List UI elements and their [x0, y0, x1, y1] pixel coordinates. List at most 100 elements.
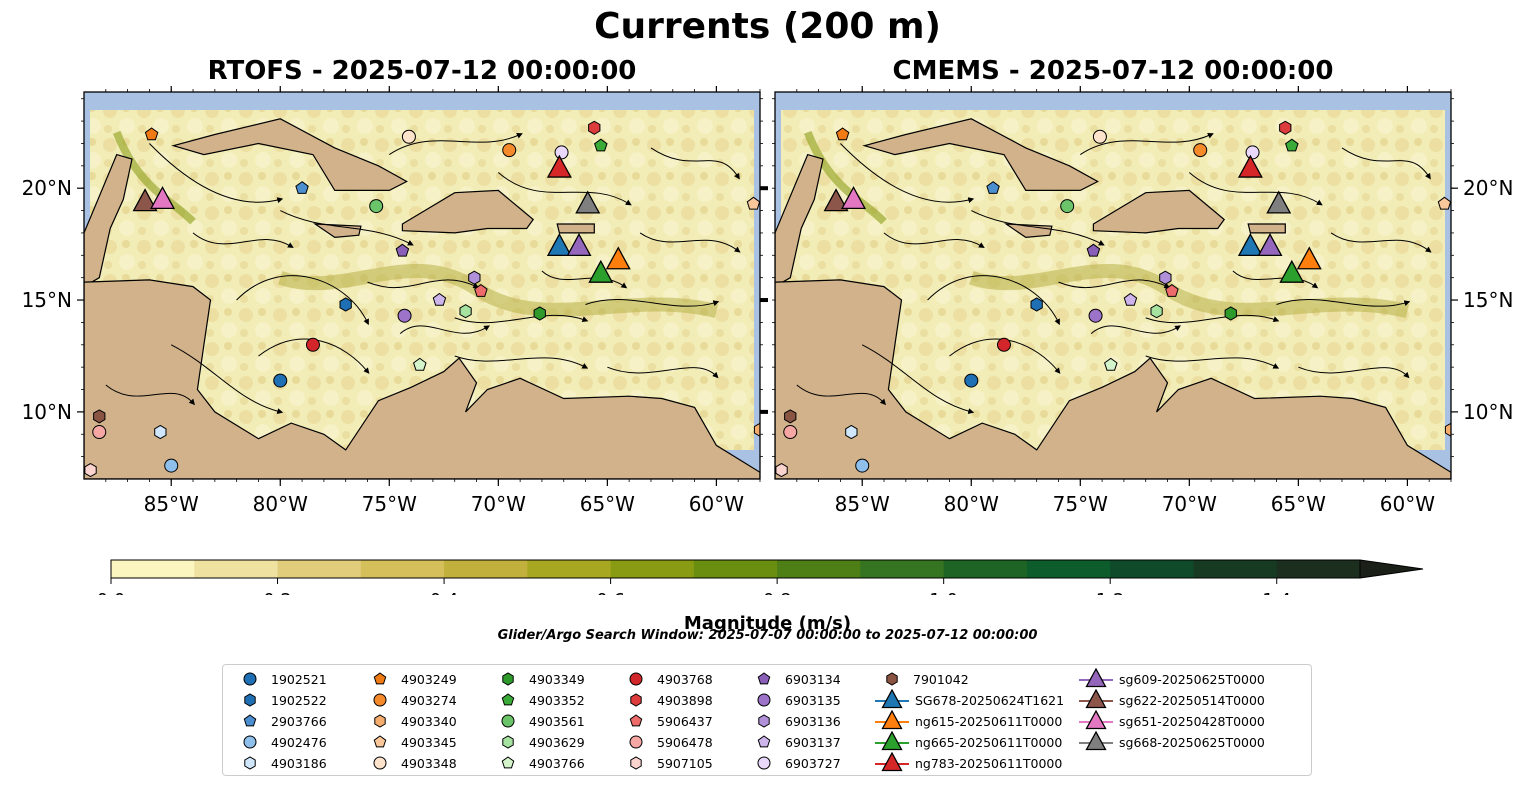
colorbar-band [1276, 560, 1361, 578]
land-mass [401, 189, 535, 234]
glider-markers [132, 154, 631, 283]
legend-triangle [1085, 688, 1107, 709]
legend-item: 6903134 [753, 668, 841, 689]
glider-marker [823, 188, 849, 212]
legend-label: 4903898 [657, 692, 713, 708]
lon-tick-label: 70°W [1162, 492, 1217, 516]
legend-symbol [373, 756, 387, 770]
lon-tick-label: 65°W [1271, 492, 1326, 516]
legend-marker-icon [757, 693, 771, 707]
legend-label: 4903766 [529, 755, 585, 771]
colorbar-band [943, 560, 1028, 578]
colorbar-tick-label: 1.2 [1096, 590, 1125, 595]
legend-item: 4902476 [239, 731, 327, 752]
glider-marker [1257, 232, 1283, 257]
float-marker [397, 308, 412, 323]
cmems-map: 85°W 80°W 75°W 70°W 65°W 60°W 20°N 15°N 10°N [772, 86, 1513, 516]
legend-item: 4903561 [497, 710, 585, 731]
float-marker [835, 127, 850, 141]
colorbar-tick-label: 1.0 [929, 590, 958, 595]
legend-label: SG678-20250624T1621 [915, 692, 1065, 708]
left-panel-title: RTOFS - 2025-07-12 00:00:00 [207, 56, 637, 86]
legend-label: 6903135 [785, 692, 841, 708]
float-marker [1245, 145, 1260, 160]
legend-label: 4903345 [401, 734, 457, 750]
legend-item: 4903898 [625, 689, 713, 710]
legend-label: 5906437 [657, 713, 713, 729]
glider-markers [823, 154, 1322, 283]
legend-marker-icon [1079, 667, 1113, 688]
glider-marker [566, 232, 592, 257]
legend-label: 4903249 [401, 671, 457, 687]
legend-marker-icon [630, 693, 642, 707]
legend-label: 4903186 [271, 755, 327, 771]
legend-marker-icon [244, 693, 256, 707]
legend-symbol [630, 693, 642, 707]
float-marker [432, 292, 447, 306]
float-marker [1092, 129, 1107, 144]
legend-symbol [501, 693, 515, 706]
legend: 1902521 1902522 2903766 4902476 4903186 49032… [222, 664, 1312, 776]
float-marker [1123, 292, 1138, 306]
legend-item: 4903768 [625, 668, 713, 689]
rtofs-map: 85°W 80°W 75°W 70°W 65°W 60°W 20°N 15°N 10°N [22, 86, 768, 516]
colorbar-band [527, 560, 612, 578]
glider-marker [132, 188, 158, 212]
legend-label: 1902521 [271, 671, 327, 687]
colorbar-tick-label: 0.0 [97, 590, 126, 595]
legend-symbol [502, 735, 514, 749]
legend-item: ng783-20250611T0000 [873, 751, 1062, 773]
colorbar-band [1193, 560, 1278, 578]
lon-tick-label: 80°W [944, 492, 999, 516]
float-marker [588, 120, 601, 135]
legend-symbol [629, 714, 643, 727]
float-marker [339, 297, 352, 312]
legend-label: 4902476 [271, 734, 327, 750]
legend-item: 4903348 [369, 752, 457, 773]
legend-symbol [501, 756, 515, 769]
legend-label: 4903352 [529, 692, 585, 708]
lon-tick-label: 60°W [689, 492, 744, 516]
legend-item: sg651-20250428T0000 [1077, 709, 1265, 731]
float-marker [154, 424, 167, 440]
legend-item: 6903727 [753, 752, 841, 773]
float-marker [1104, 357, 1118, 371]
legend-label: 4903629 [529, 734, 585, 750]
float-marker [273, 373, 288, 388]
colorbar-tick-label: 0.8 [763, 590, 792, 595]
colorbar-tick-label: 0.6 [596, 590, 625, 595]
legend-item: 4903629 [497, 731, 585, 752]
legend-label: 4903768 [657, 671, 713, 687]
legend-symbol [373, 672, 387, 685]
legend-item: 5906437 [625, 710, 713, 731]
legend-label: 5907105 [657, 755, 713, 771]
legend-label: 6903136 [785, 713, 841, 729]
legend-item: 1902521 [239, 668, 327, 689]
float-marker [1086, 243, 1101, 257]
legend-marker-icon [502, 735, 514, 749]
legend-item: 4903186 [239, 752, 327, 773]
map-panels: 85°W 80°W 75°W 70°W 65°W 60°W 20°N 15°N 10°N 85°… [22, 86, 1513, 516]
glider-marker [150, 186, 175, 210]
colorbar-band [277, 560, 362, 578]
legend-symbol [629, 735, 643, 749]
float-marker [1193, 143, 1208, 158]
float-marker [533, 306, 546, 321]
float-marker [1224, 306, 1237, 321]
float-marker [164, 458, 179, 473]
float-marker [84, 463, 97, 478]
right-panel-title: CMEMS - 2025-07-12 00:00:00 [892, 56, 1334, 86]
float-marker [395, 243, 410, 257]
float-marker [1060, 199, 1075, 214]
glider-marker [1279, 259, 1305, 283]
legend-symbol [629, 672, 643, 686]
float-marker [855, 458, 870, 473]
legend-label: 4903561 [529, 713, 585, 729]
colorbar-band [194, 560, 279, 578]
legend-marker-icon [502, 672, 514, 686]
legend-symbol [757, 735, 771, 748]
legend-marker-icon [1079, 709, 1113, 730]
glider-marker [841, 186, 866, 210]
legend-label: 6903134 [785, 671, 841, 687]
legend-item: 5907105 [625, 752, 713, 773]
